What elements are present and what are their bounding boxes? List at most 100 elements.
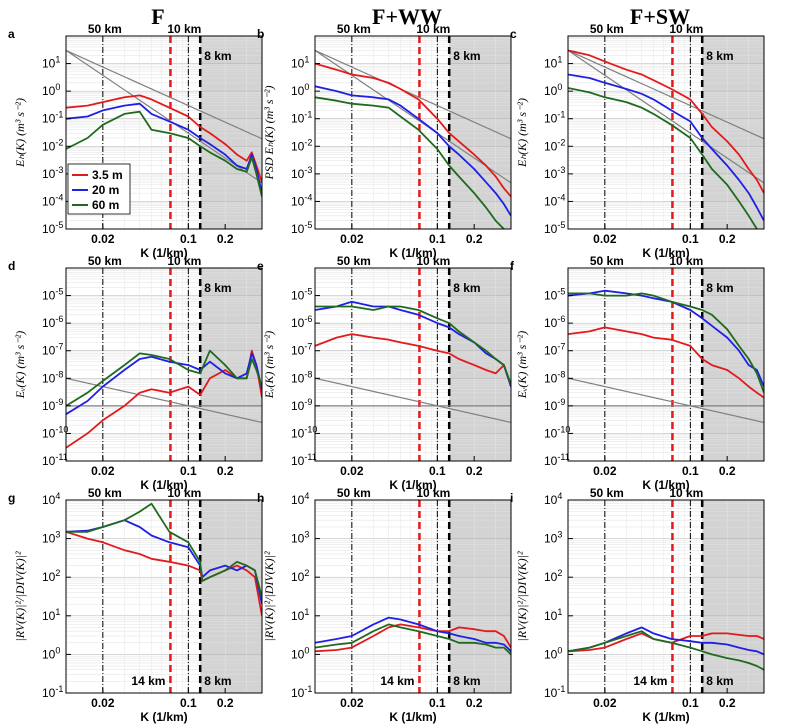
series-60-m bbox=[568, 630, 764, 671]
grid bbox=[66, 268, 262, 461]
y-axis-label: |RV(K)|²/|DIV(K)|² bbox=[262, 551, 276, 642]
x-tick-label: 0.1 bbox=[180, 232, 197, 246]
ref-label-1: K-3 bbox=[481, 0, 498, 3]
series-60-m bbox=[66, 110, 262, 197]
y-tick-label: 10-4 bbox=[291, 192, 312, 208]
y-tick-label: 10-5 bbox=[291, 287, 312, 303]
x-tick-label: 0.2 bbox=[719, 696, 736, 710]
axes-frame bbox=[314, 35, 512, 230]
ref-line-1 bbox=[568, 49, 764, 184]
x-tick-label: 0.2 bbox=[217, 696, 234, 710]
x-tick-label: 0.1 bbox=[429, 696, 446, 710]
y-tick-label: 102 bbox=[42, 568, 60, 584]
series-60-m bbox=[568, 292, 764, 394]
series-3-5-m bbox=[315, 62, 511, 198]
x-axis-label: K (1/km) bbox=[140, 246, 187, 260]
shaded-region bbox=[449, 500, 511, 693]
panel-e: K0K-1 0.02 0.1 0.2 K (1/km) 10-11 10-10 10-9 10-… bbox=[257, 0, 512, 492]
label-10km: 10 km bbox=[416, 486, 450, 500]
label-50km: 50 km bbox=[88, 486, 122, 500]
ref-line-1 bbox=[568, 377, 764, 424]
y-axis-label: PSD Eₕ(K) (m³ s⁻²) bbox=[262, 85, 276, 180]
ref-label-1: K-3 bbox=[232, 0, 249, 3]
panel-h: 0.02 0.1 0.2 K (1/km) 10-1 100 101 102 103 104 |RV… bbox=[257, 486, 512, 724]
label-50km: 50 km bbox=[88, 22, 122, 36]
series-60-m bbox=[66, 502, 262, 598]
ref-line-1 bbox=[66, 377, 262, 424]
x-tick-label: 0.02 bbox=[340, 696, 364, 710]
series-60-m bbox=[315, 623, 511, 656]
y-tick-label: 10-8 bbox=[291, 369, 312, 385]
ref-label-0: K0 bbox=[232, 0, 246, 3]
panel-letter: i bbox=[510, 491, 513, 505]
shaded-region bbox=[200, 268, 262, 461]
series-20-m bbox=[66, 352, 262, 415]
y-tick-label: 10-11 bbox=[42, 452, 68, 468]
x-tick-label: 0.1 bbox=[429, 464, 446, 478]
y-axis-label: Eᵥ(K) (m³ s⁻²) bbox=[262, 331, 276, 400]
series-60-m bbox=[568, 87, 759, 229]
y-tick-label: 100 bbox=[291, 645, 309, 661]
y-tick-label: 101 bbox=[544, 607, 562, 623]
shaded-region bbox=[449, 268, 511, 461]
panel-letter: d bbox=[8, 259, 15, 273]
label-8km: 8 km bbox=[453, 49, 480, 63]
y-tick-label: 10-2 bbox=[544, 137, 565, 153]
y-tick-label: 10-1 bbox=[291, 684, 312, 700]
panel-i: 0.02 0.1 0.2 K (1/km) 10-1 100 101 102 103 104 |RV… bbox=[510, 486, 765, 724]
x-tick-label: 0.2 bbox=[466, 464, 483, 478]
x-axis-label: K (1/km) bbox=[389, 246, 436, 260]
x-tick-label: 0.1 bbox=[180, 696, 197, 710]
label-50km: 50 km bbox=[337, 254, 371, 268]
y-tick-label: 100 bbox=[544, 645, 562, 661]
label-8km: 8 km bbox=[706, 49, 733, 63]
y-tick-label: 10-6 bbox=[42, 314, 63, 330]
y-axis-label: Eᵥ(K) (m³ s⁻²) bbox=[515, 331, 529, 400]
label-8km: 8 km bbox=[706, 281, 733, 295]
y-tick-label: 10-7 bbox=[42, 342, 63, 358]
x-tick-label: 0.1 bbox=[180, 464, 197, 478]
series-3-5-m bbox=[315, 333, 511, 387]
y-tick-label: 100 bbox=[42, 82, 60, 98]
label-8km: 8 km bbox=[204, 49, 231, 63]
shaded-region bbox=[449, 36, 511, 229]
y-tick-label: 104 bbox=[291, 491, 309, 507]
panel-d: K0K-1 0.02 0.1 0.2 K (1/km) 10-11 10-10 10-9 10-… bbox=[8, 0, 263, 492]
y-tick-label: 10-11 bbox=[544, 452, 570, 468]
panel-f: K0K-1 0.02 0.1 0.2 K (1/km) 10-11 10-10 10-9 10-… bbox=[510, 0, 765, 492]
panel-letter: g bbox=[8, 491, 15, 505]
y-tick-label: 100 bbox=[291, 82, 309, 98]
x-tick-label: 0.2 bbox=[466, 696, 483, 710]
y-tick-label: 100 bbox=[42, 645, 60, 661]
series-60-m bbox=[315, 96, 506, 229]
y-tick-label: 10-9 bbox=[42, 397, 63, 413]
y-tick-label: 103 bbox=[544, 530, 562, 546]
label-50km: 50 km bbox=[337, 486, 371, 500]
y-tick-label: 10-1 bbox=[544, 110, 565, 126]
y-tick-label: 10-2 bbox=[42, 137, 63, 153]
x-tick-label: 0.02 bbox=[91, 232, 115, 246]
y-axis-label: Eₕ(K) (m³ s⁻²) bbox=[13, 98, 27, 168]
label-10km: 10 km bbox=[167, 254, 201, 268]
grid bbox=[315, 500, 511, 693]
y-tick-label: 10-8 bbox=[544, 369, 565, 385]
x-axis-label: K (1/km) bbox=[642, 246, 689, 260]
axes-frame bbox=[65, 35, 263, 230]
column-title-F-WW: F+WW bbox=[372, 4, 442, 29]
series-3-5-m bbox=[66, 94, 262, 183]
series-60-m bbox=[66, 349, 262, 407]
axes-frame bbox=[65, 267, 263, 462]
panel-letter: f bbox=[510, 259, 515, 273]
ref-label-1: K-1 bbox=[734, 0, 751, 3]
y-tick-label: 103 bbox=[291, 530, 309, 546]
y-tick-label: 10-1 bbox=[42, 684, 63, 700]
label-10km: 10 km bbox=[167, 22, 201, 36]
ref-label-0: K0 bbox=[481, 0, 495, 3]
ref-label-0: K-2 bbox=[232, 0, 249, 3]
axes-frame bbox=[567, 267, 765, 462]
y-tick-label: 10-4 bbox=[544, 192, 565, 208]
y-axis-label: |RV(K)|²/|DIV(K)|² bbox=[13, 551, 27, 642]
y-tick-label: 10-5 bbox=[42, 287, 63, 303]
series-3-5-m bbox=[568, 632, 764, 653]
